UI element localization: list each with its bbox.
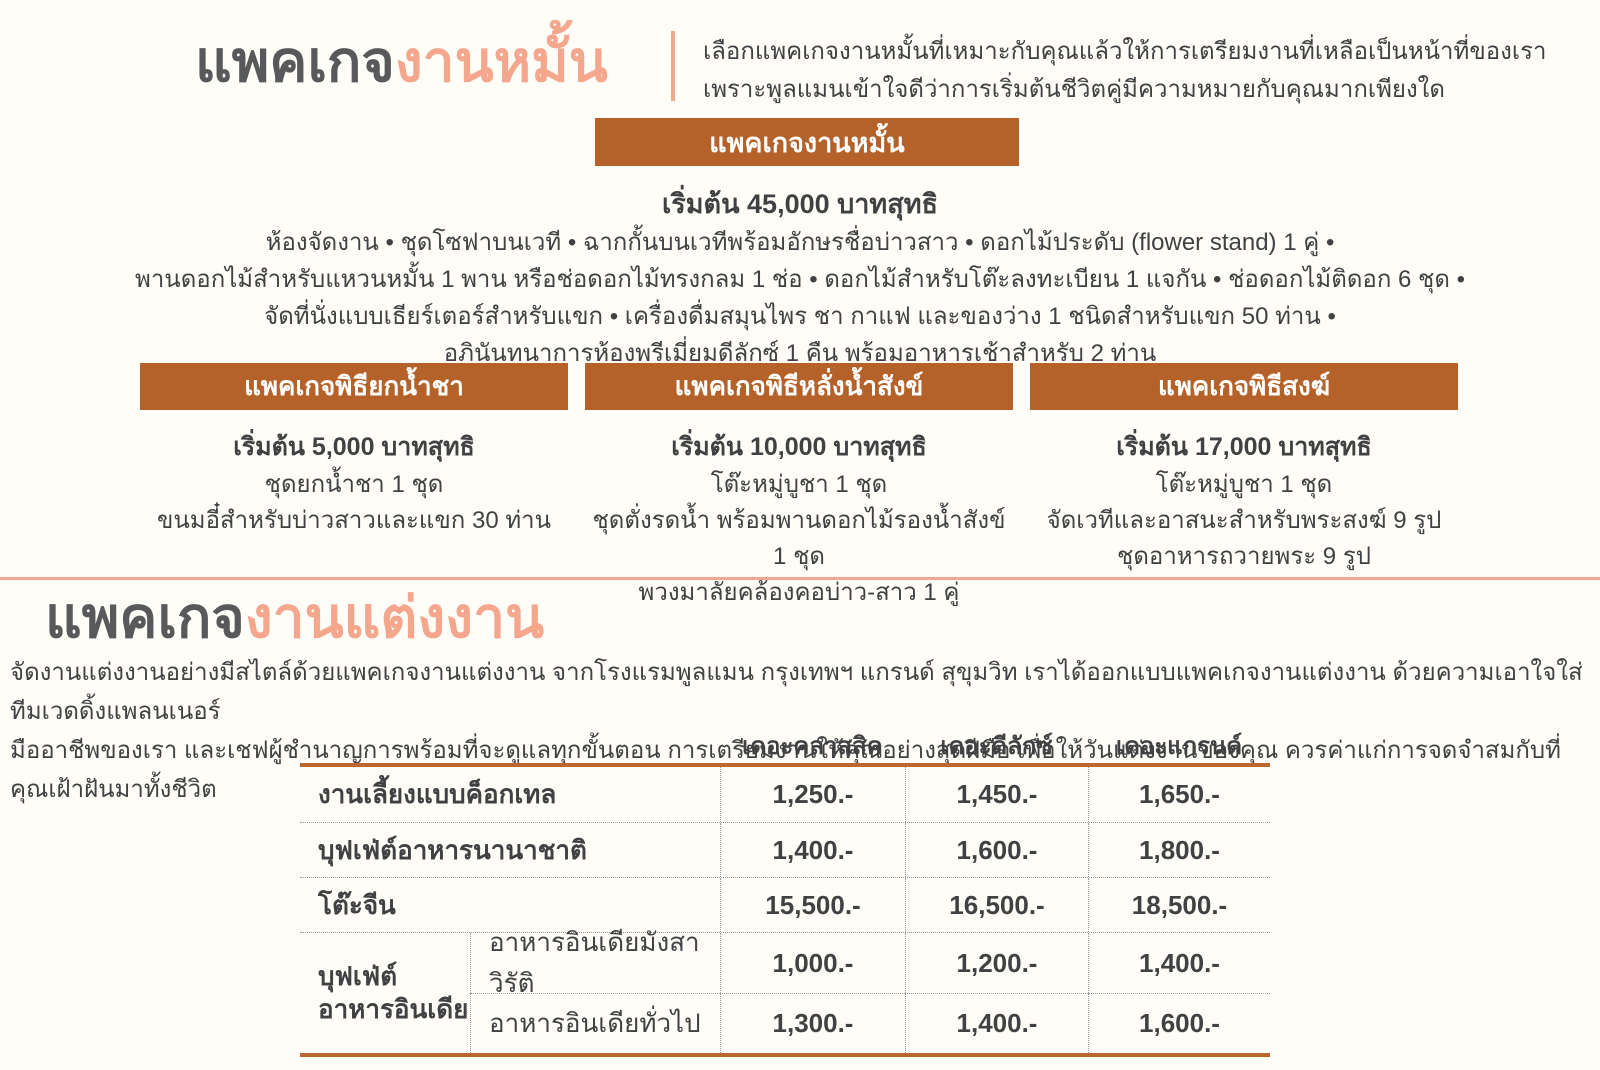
price-cell: 1,800.- [1088,823,1270,877]
engagement-title-accent: งานหมั้น [394,30,608,94]
sub-row-label-general: อาหารอินเดียทั่วไป [470,993,720,1053]
row-label-indian-buffet: บุฟเฟ่ต์ อาหารอินเดีย [300,933,470,1053]
engagement-section-title: แพคเกจงานหมั้น [195,22,608,102]
section-divider [0,577,1600,580]
ceremony-packages-row: แพคเกจพิธียกน้ำชา เริ่มต้น 5,000 บาทสุทธ… [140,363,1458,611]
row-label-international-buffet: บุฟเฟ่ต์อาหารนานาชาติ [318,834,587,865]
price-cell: 18,500.- [1088,878,1270,932]
monk-ceremony-line: โต๊ะหมู่บูชา 1 ชุด [1155,471,1333,498]
water-pouring-banner: แพคเกจพิธีหลั่งน้ำสังข์ [585,363,1013,410]
engagement-intro-line2: เพราะพูลแมนเข้าใจดีว่าการเริ่มต้นชีวิตคู… [703,76,1445,103]
engagement-title-prefix: แพคเกจ [195,30,395,94]
indian-buffet-label-line2: อาหารอินเดีย [318,994,469,1024]
water-pouring-package: แพคเกจพิธีหลั่งน้ำสังข์ เริ่มต้น 10,000 … [585,363,1013,611]
price-cell: 1,300.- [720,993,905,1053]
price-cell: 1,200.- [905,933,1088,993]
engagement-intro-line1: เลือกแพคเกจงานหมั้นที่เหมาะกับคุณแล้วให้… [703,38,1547,65]
engagement-intro: เลือกแพคเกจงานหมั้นที่เหมาะกับคุณแล้วให้… [703,33,1546,109]
wedding-title-prefix: แพคเกจ [45,586,245,650]
price-cell: 1,000.- [720,933,905,993]
water-pouring-line: โต๊ะหมู่บูชา 1 ชุด [710,471,888,498]
price-cell: 1,600.- [1088,993,1270,1053]
wedding-intro: จัดงานแต่งงานอย่างมีสไตล์ด้วยแพคเกจงานแต… [10,653,1598,809]
monk-ceremony-package: แพคเกจพิธีสงฆ์ เริ่มต้น 17,000 บาทสุทธิ … [1030,363,1458,611]
price-cell: 1,400.- [905,993,1088,1053]
price-cell: 1,450.- [905,767,1088,822]
wedding-price-table: เดอะคลาสสิค เดอะดีลักซ์ เดอะแกรนด์ งานเล… [300,726,1270,1057]
monk-ceremony-line: ชุดอาหารถวายพระ 9 รูป [1117,543,1371,570]
column-header-classic: เดอะคลาสสิค [742,733,883,760]
title-vertical-divider [671,31,675,101]
tea-ceremony-package: แพคเกจพิธียกน้ำชา เริ่มต้น 5,000 บาทสุทธ… [140,363,568,611]
engagement-package-price: เริ่มต้น 45,000 บาทสุทธิ [662,189,938,219]
price-cell: 15,500.- [720,878,905,932]
monk-ceremony-banner: แพคเกจพิธีสงฆ์ [1030,363,1458,410]
price-table-body: งานเลี้ยงแบบค็อกเทล 1,250.- 1,450.- 1,65… [300,763,1270,1057]
price-cell: 1,400.- [720,823,905,877]
tea-ceremony-line: ชุดยกน้ำชา 1 ชุด [264,471,444,498]
indian-buffet-group: บุฟเฟ่ต์ อาหารอินเดีย อาหารอินเดียมังสาว… [300,927,1270,1053]
tea-ceremony-banner: แพคเกจพิธียกน้ำชา [140,363,568,410]
row-label-chinese-table: โต๊ะจีน [318,889,396,920]
tea-ceremony-line: ขนมอี๋สำหรับบ่าวสาวและแขก 30 ท่าน [156,507,552,534]
engagement-package-details: ห้องจัดงาน • ชุดโซฟาบนเวที • ฉากกั้นบนเว… [0,224,1600,372]
price-cell: 1,650.- [1088,767,1270,822]
row-label-cocktail: งานเลี้ยงแบบค็อกเทล [318,779,557,809]
table-row: งานเลี้ยงแบบค็อกเทล 1,250.- 1,450.- 1,65… [300,767,1270,822]
water-pouring-line: พวงมาลัยคล้องคอบ่าว-สาว 1 คู่ [638,579,960,606]
engagement-detail-line: ห้องจัดงาน • ชุดโซฟาบนเวที • ฉากกั้นบนเว… [265,229,1335,256]
indian-buffet-label-line1: บุฟเฟ่ต์ [318,961,398,991]
engagement-detail-line: จัดที่นั่งแบบเธียร์เตอร์สำหรับแขก • เครื… [264,303,1336,330]
tea-ceremony-price: เริ่มต้น 5,000 บาทสุทธิ [233,433,475,461]
engagement-package-banner: แพคเกจงานหมั้น [595,118,1019,166]
wedding-intro-line2: มืออาชีพของเรา และเชฟผู้ชำนาญการพร้อมที่… [10,737,1561,803]
column-header-deluxe: เดอะดีลักซ์ [940,733,1053,760]
table-row: บุฟเฟ่ต์อาหารนานาชาติ 1,400.- 1,600.- 1,… [300,822,1270,877]
price-cell: 16,500.- [905,878,1088,932]
engagement-detail-line: พานดอกไม้สำหรับแหวนหมั้น 1 พาน หรือช่อดอ… [135,266,1465,293]
water-pouring-price: เริ่มต้น 10,000 บาทสุทธิ [671,433,927,461]
wedding-title-accent: งานแต่งงาน [244,586,545,650]
wedding-intro-line1: จัดงานแต่งงานอย่างมีสไตล์ด้วยแพคเกจงานแต… [10,659,1583,725]
table-row: โต๊ะจีน 15,500.- 16,500.- 18,500.- [300,877,1270,932]
water-pouring-line: ชุดตั่งรดน้ำ พร้อมพานดอกไม้รองน้ำสังข์ 1… [592,507,1006,570]
price-cell: 1,400.- [1088,933,1270,993]
price-table-header: เดอะคลาสสิค เดอะดีลักซ์ เดอะแกรนด์ [300,726,1270,763]
price-cell: 1,600.- [905,823,1088,877]
wedding-section-title: แพคเกจงานแต่งงาน [45,578,544,658]
price-cell: 1,250.- [720,767,905,822]
sub-row-label-vegetarian: อาหารอินเดียมังสาวิรัติ [470,927,720,998]
engagement-detail-line: อภินันทนาการห้องพรีเมี่ยมดีลักซ์ 1 คืน พ… [443,340,1157,367]
column-header-grand: เดอะแกรนด์ [1116,733,1242,760]
monk-ceremony-price: เริ่มต้น 17,000 บาทสุทธิ [1116,433,1372,461]
monk-ceremony-line: จัดเวทีและอาสนะสำหรับพระสงฆ์ 9 รูป [1046,507,1442,534]
